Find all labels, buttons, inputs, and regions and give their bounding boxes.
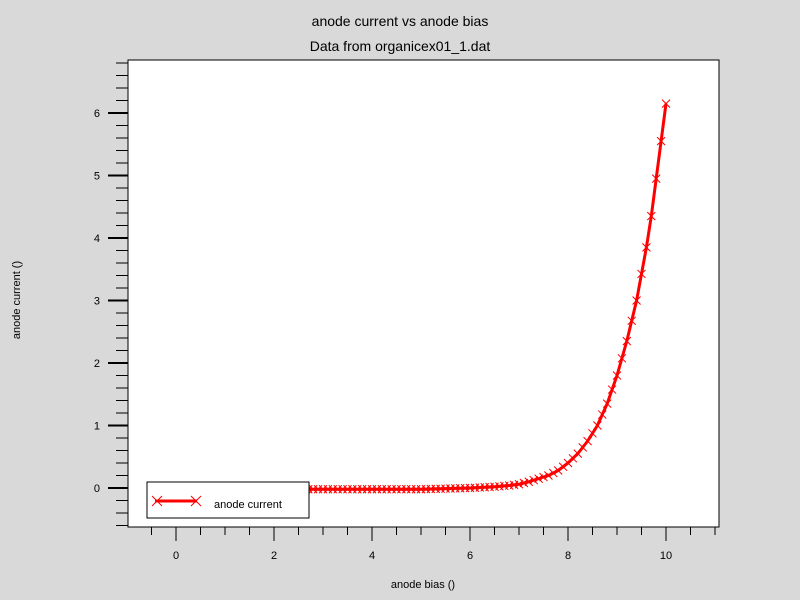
legend-marker: [190, 495, 202, 507]
data-point-marker: [534, 474, 543, 483]
data-point-marker: [588, 428, 597, 438]
data-point-marker: [637, 269, 646, 279]
y-tick-label: 2: [94, 358, 100, 370]
data-point-marker: [578, 443, 588, 452]
data-point-marker: [612, 371, 622, 380]
data-point-marker: [514, 479, 524, 489]
data-point-marker: [548, 468, 558, 478]
data-point-marker: [622, 336, 632, 346]
x-tick-label: 4: [369, 550, 375, 562]
x-tick-label: 0: [173, 550, 179, 562]
data-point-marker: [642, 243, 651, 252]
data-point-marker: [524, 477, 534, 487]
data-point-marker: [597, 410, 607, 419]
chart-subtitle: Data from organicex01_1.dat: [309, 38, 491, 54]
data-point-marker: [553, 466, 563, 475]
legend-entry-label: anode current: [214, 499, 282, 511]
chart-title: anode current vs anode bias: [311, 13, 489, 29]
data-point-marker: [656, 136, 666, 146]
data-point-marker: [593, 421, 602, 430]
legend-marker: [151, 495, 163, 507]
y-tick-label: 6: [94, 108, 100, 120]
y-tick-label: 4: [94, 233, 100, 245]
data-point-marker: [617, 353, 627, 363]
data-point-marker: [544, 471, 553, 480]
data-point-marker: [602, 399, 612, 408]
legend: anode current: [146, 481, 310, 519]
y-tick-label: 1: [94, 421, 100, 433]
data-point-marker: [583, 436, 592, 446]
data-point-marker: [661, 99, 671, 108]
y-tick-label: 5: [94, 171, 100, 183]
data-point-marker: [558, 462, 568, 472]
data-point-marker: [646, 211, 656, 221]
data-point-marker: [573, 449, 583, 458]
x-tick-label: 10: [660, 550, 672, 562]
x-axis: 0 2 4 6 8 10: [151, 527, 716, 562]
y-tick-label: 3: [94, 296, 100, 308]
data-point-marker: [632, 296, 641, 305]
data-point-marker: [519, 478, 529, 488]
y-axis: 0 1 2 3 4 5 6: [94, 62, 128, 526]
data-point-marker: [651, 174, 661, 183]
plot-layer: [303, 99, 671, 494]
plot-area: [127, 59, 720, 528]
x-tick-label: 8: [565, 550, 571, 562]
x-tick-label: 6: [467, 550, 473, 562]
x-tick-label: 2: [271, 550, 277, 562]
data-point-marker: [539, 472, 548, 482]
y-tick-label: 0: [94, 483, 100, 495]
y-axis-label: anode current (): [11, 261, 23, 339]
data-point-marker: [607, 385, 617, 394]
data-point-marker: [529, 475, 539, 485]
x-axis-label: anode bias (): [391, 579, 455, 591]
data-point-marker: [627, 316, 637, 326]
